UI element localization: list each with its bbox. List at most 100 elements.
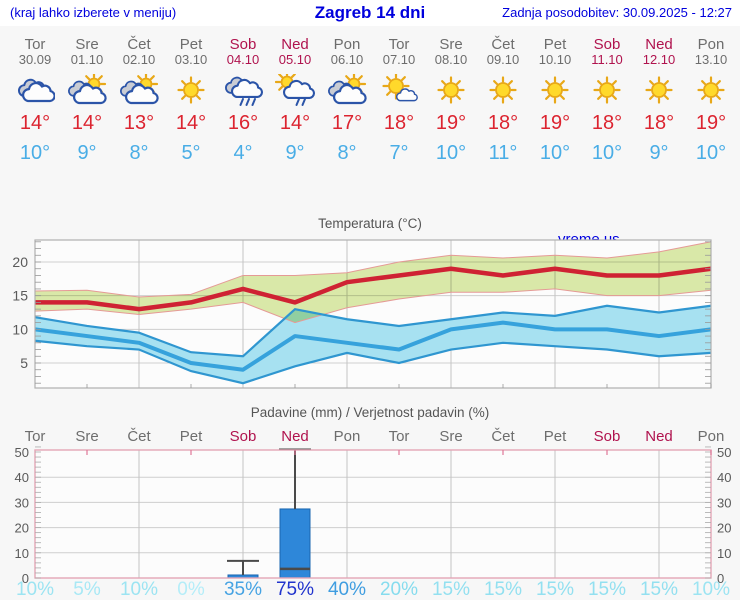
day-name: Pon — [697, 36, 725, 53]
day-name: Pet — [179, 36, 203, 53]
temp-max: 18° — [591, 112, 623, 134]
temp-min: 7° — [389, 142, 409, 164]
temp-min: 10° — [591, 142, 623, 164]
day-date: 10.10 — [538, 52, 572, 67]
precip-probability: 15% — [431, 579, 471, 600]
day-name: Sob — [593, 36, 621, 53]
temp-min: 10° — [695, 142, 727, 164]
temp-max: 16° — [227, 112, 259, 134]
temp-min: 4° — [233, 142, 253, 164]
precip-probability: 5% — [73, 579, 101, 600]
temp-max: 13° — [123, 112, 155, 134]
temp-min: 10° — [539, 142, 571, 164]
temp-max: 14° — [279, 112, 311, 134]
svg-text:30: 30 — [15, 495, 29, 510]
sun-rain-icon — [274, 69, 315, 108]
day-date: 12.10 — [642, 52, 676, 67]
temp-min: 10° — [435, 142, 467, 164]
last-updated: Zadnja posodobitev: 30.09.2025 - 12:27 — [502, 5, 732, 20]
sunny-icon — [483, 74, 523, 108]
day-date: 06.10 — [330, 52, 364, 67]
svg-text:10: 10 — [717, 546, 731, 561]
temp-max: 19° — [539, 112, 571, 134]
header-bar: (kraj lahko izberete v meniju) Zagreb 14… — [0, 0, 740, 26]
precip-probability: 10% — [691, 579, 731, 600]
page-title: Zagreb 14 dni — [314, 3, 426, 22]
precip-day-name: Sre — [439, 428, 463, 445]
sunny-icon — [587, 74, 627, 108]
sunny-icon — [691, 74, 731, 108]
svg-text:0: 0 — [717, 571, 724, 585]
precip-probability: 75% — [275, 579, 315, 600]
day-name: Pon — [333, 36, 361, 53]
precip-chart-title: Padavine (mm) / Verjetnost padavin (%) — [250, 405, 490, 420]
day-date: 07.10 — [382, 52, 416, 67]
temp-max: 14° — [71, 112, 103, 134]
day-date: 04.10 — [226, 52, 260, 67]
precip-day-name: Pet — [179, 428, 203, 445]
precip-day-name: Sre — [75, 428, 99, 445]
temp-min: 9° — [285, 142, 305, 164]
day-name: Sob — [229, 36, 257, 53]
svg-text:20: 20 — [15, 521, 29, 536]
svg-text:50: 50 — [15, 445, 29, 460]
precip-day-name: Ned — [281, 428, 309, 445]
svg-text:10: 10 — [12, 321, 28, 337]
precip-probability: 10% — [15, 579, 55, 600]
rain-icon — [223, 74, 263, 108]
day-name: Sre — [75, 36, 99, 53]
menu-hint: (kraj lahko izberete v meniju) — [10, 5, 177, 20]
partly-cloudy-icon — [67, 71, 107, 108]
day-date: 01.10 — [70, 52, 104, 67]
day-date: 02.10 — [122, 52, 156, 67]
precip-day-name: Sob — [229, 428, 257, 445]
temp-min: 8° — [129, 142, 149, 164]
temperature-chart: 5 10 15 20 — [12, 239, 712, 389]
precip-probability: 35% — [223, 579, 263, 600]
day-date: 08.10 — [434, 52, 468, 67]
day-date: 13.10 — [694, 52, 728, 67]
svg-text:50: 50 — [717, 445, 731, 460]
precip-probability: 15% — [587, 579, 627, 600]
temp-min: 9° — [77, 142, 97, 164]
mostly-sunny-icon — [379, 72, 419, 108]
precip-probability: 40% — [327, 579, 367, 600]
precip-day-name: Pet — [543, 428, 567, 445]
precip-probability: 15% — [483, 579, 523, 600]
svg-text:10: 10 — [15, 546, 29, 561]
svg-text:30: 30 — [717, 495, 731, 510]
precip-day-name: Čet — [491, 428, 515, 445]
sunny-icon — [535, 74, 575, 108]
precip-probability: 10% — [119, 579, 159, 600]
day-name: Tor — [388, 36, 410, 53]
temp-max: 18° — [383, 112, 415, 134]
svg-text:40: 40 — [15, 470, 29, 485]
precip-day-name: Čet — [127, 428, 151, 445]
partly-cloudy-icon — [327, 71, 367, 108]
day-date: 09.10 — [486, 52, 520, 67]
precip-day-name: Tor — [388, 428, 410, 445]
day-date: 05.10 — [278, 52, 312, 67]
precip-day-name: Tor — [24, 428, 46, 445]
sunny-icon — [431, 74, 471, 108]
precip-probability: 15% — [639, 579, 679, 600]
temp-min: 8° — [337, 142, 357, 164]
day-date: 03.10 — [174, 52, 208, 67]
temp-max: 17° — [331, 112, 363, 134]
precip-probability: 20% — [379, 579, 419, 600]
sunny-icon — [171, 74, 211, 108]
precip-probability: 0% — [177, 579, 205, 600]
temp-min: 10° — [19, 142, 51, 164]
day-name: Ned — [281, 36, 309, 53]
precip-bar — [279, 508, 311, 579]
sunny-icon — [639, 74, 679, 108]
svg-text:15: 15 — [12, 288, 28, 304]
precip-day-name: Pon — [697, 428, 725, 445]
temp-max: 18° — [487, 112, 519, 134]
day-name: Pet — [543, 36, 567, 53]
temp-max: 18° — [643, 112, 675, 134]
day-name: Sre — [439, 36, 463, 53]
precip-day-name: Pon — [333, 428, 361, 445]
svg-text:40: 40 — [717, 470, 731, 485]
